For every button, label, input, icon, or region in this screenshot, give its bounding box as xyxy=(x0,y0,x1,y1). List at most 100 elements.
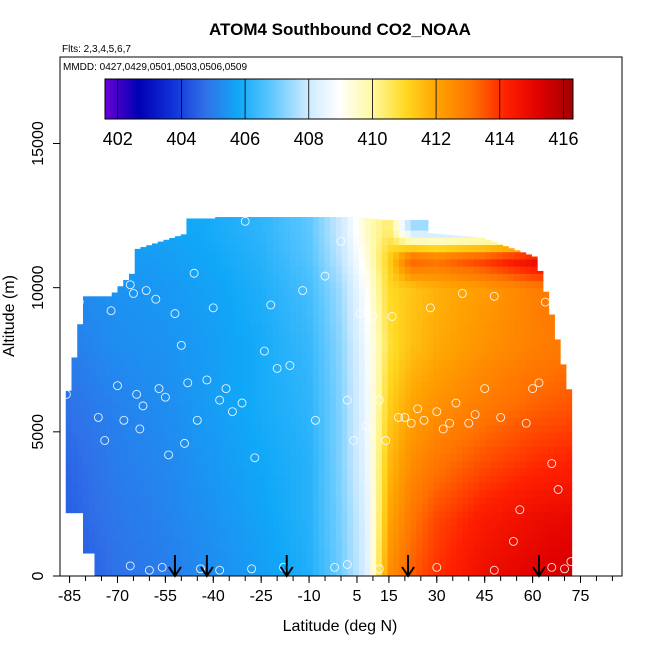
heatmap-cell xyxy=(399,417,406,426)
heatmap-cell xyxy=(146,316,153,325)
heatmap-cell xyxy=(134,547,142,555)
heatmap-cell xyxy=(439,410,446,419)
heatmap-cell xyxy=(525,352,532,361)
heatmap-cell xyxy=(479,568,486,576)
heatmap-cell xyxy=(324,496,331,505)
heatmap-cell xyxy=(404,547,412,555)
heatmap-cell xyxy=(347,496,354,505)
heatmap-cell xyxy=(180,424,188,433)
heatmap-cell xyxy=(157,482,165,491)
heatmap-cell xyxy=(238,258,245,267)
heatmap-cell xyxy=(456,266,463,274)
heatmap-cell xyxy=(318,352,325,361)
heatmap-cell xyxy=(531,403,538,411)
heatmap-cell xyxy=(439,359,446,368)
heatmap-cell xyxy=(307,294,314,303)
heatmap-cell xyxy=(364,460,371,469)
heatmap-cell xyxy=(508,352,515,361)
heatmap-cell xyxy=(289,237,297,246)
heatmap-cell xyxy=(169,446,176,455)
heatmap-cell xyxy=(381,539,389,548)
heatmap-cell xyxy=(404,439,412,447)
heatmap-cell xyxy=(399,467,406,476)
heatmap-cell xyxy=(174,244,182,253)
heatmap-cell xyxy=(514,460,521,469)
heatmap-cell xyxy=(180,395,188,404)
heatmap-cell xyxy=(249,511,257,519)
heatmap-cell xyxy=(479,547,486,555)
heatmap-cell xyxy=(445,374,452,382)
heatmap-cell xyxy=(462,453,469,462)
heatmap-cell xyxy=(358,309,366,318)
heatmap-cell xyxy=(301,511,308,519)
heatmap-cell xyxy=(376,273,383,282)
sample-point xyxy=(183,378,193,388)
heatmap-cell xyxy=(226,345,234,354)
heatmap-cell xyxy=(485,410,492,419)
heatmap-cell xyxy=(284,230,291,238)
heatmap-cell xyxy=(479,439,486,447)
heatmap-cell xyxy=(485,431,492,440)
heatmap-cell xyxy=(243,302,251,310)
heatmap-cell xyxy=(312,330,320,339)
heatmap-cell xyxy=(203,287,211,296)
heatmap-cell xyxy=(249,258,257,267)
heatmap-cell xyxy=(410,309,417,318)
heatmap-cell xyxy=(140,518,147,527)
heatmap-cell xyxy=(312,561,320,570)
heatmap-cell xyxy=(462,294,469,303)
heatmap-cell xyxy=(364,403,371,411)
heatmap-cell xyxy=(525,309,532,318)
heatmap-cell xyxy=(519,258,527,267)
heatmap-cell xyxy=(439,460,446,469)
heatmap-cell xyxy=(295,525,303,534)
heatmap-cell xyxy=(134,338,142,346)
heatmap-cell xyxy=(358,532,366,541)
heatmap-cell xyxy=(157,554,165,563)
heatmap-cell xyxy=(410,547,417,555)
heatmap-cell xyxy=(289,309,297,318)
heatmap-cell xyxy=(100,511,107,519)
heatmap-cell xyxy=(427,453,435,462)
heatmap-cell xyxy=(330,460,337,469)
heatmap-cell xyxy=(422,467,429,476)
heatmap-cell xyxy=(496,330,504,339)
heatmap-cell xyxy=(508,302,515,310)
heatmap-cell xyxy=(560,489,567,498)
heatmap-cell xyxy=(123,489,130,498)
heatmap-cell xyxy=(468,302,475,310)
heatmap-cell xyxy=(445,388,452,397)
heatmap-cell xyxy=(261,217,268,224)
heatmap-cell xyxy=(427,237,435,246)
heatmap-cell xyxy=(289,410,297,419)
heatmap-cell xyxy=(232,525,239,534)
heatmap-cell xyxy=(531,258,538,267)
heatmap-cell xyxy=(468,236,475,238)
heatmap-cell xyxy=(353,388,360,397)
heatmap-cell xyxy=(272,381,280,390)
heatmap-cell xyxy=(450,424,458,433)
heatmap-cell xyxy=(209,294,216,303)
heatmap-cell xyxy=(186,561,193,570)
heatmap-cell xyxy=(238,568,245,576)
heatmap-cell xyxy=(347,539,354,548)
heatmap-cell xyxy=(128,323,136,332)
heatmap-cell xyxy=(462,525,469,534)
heatmap-cell xyxy=(531,518,538,527)
heatmap-cell xyxy=(192,244,199,253)
heatmap-cell xyxy=(249,294,257,303)
heatmap-cell xyxy=(462,302,469,310)
heatmap-cell xyxy=(468,294,475,303)
heatmap-cell xyxy=(525,489,532,498)
heatmap-cell xyxy=(376,374,383,382)
heatmap-cell xyxy=(404,273,412,282)
heatmap-cell xyxy=(301,266,308,274)
heatmap-cell xyxy=(542,294,550,303)
heatmap-cell xyxy=(163,316,170,325)
heatmap-cell xyxy=(163,258,170,267)
heatmap-cell xyxy=(410,388,417,397)
heatmap-cell xyxy=(433,294,440,303)
heatmap-cell xyxy=(301,503,308,512)
heatmap-cell xyxy=(456,359,463,368)
heatmap-cell xyxy=(537,287,544,296)
